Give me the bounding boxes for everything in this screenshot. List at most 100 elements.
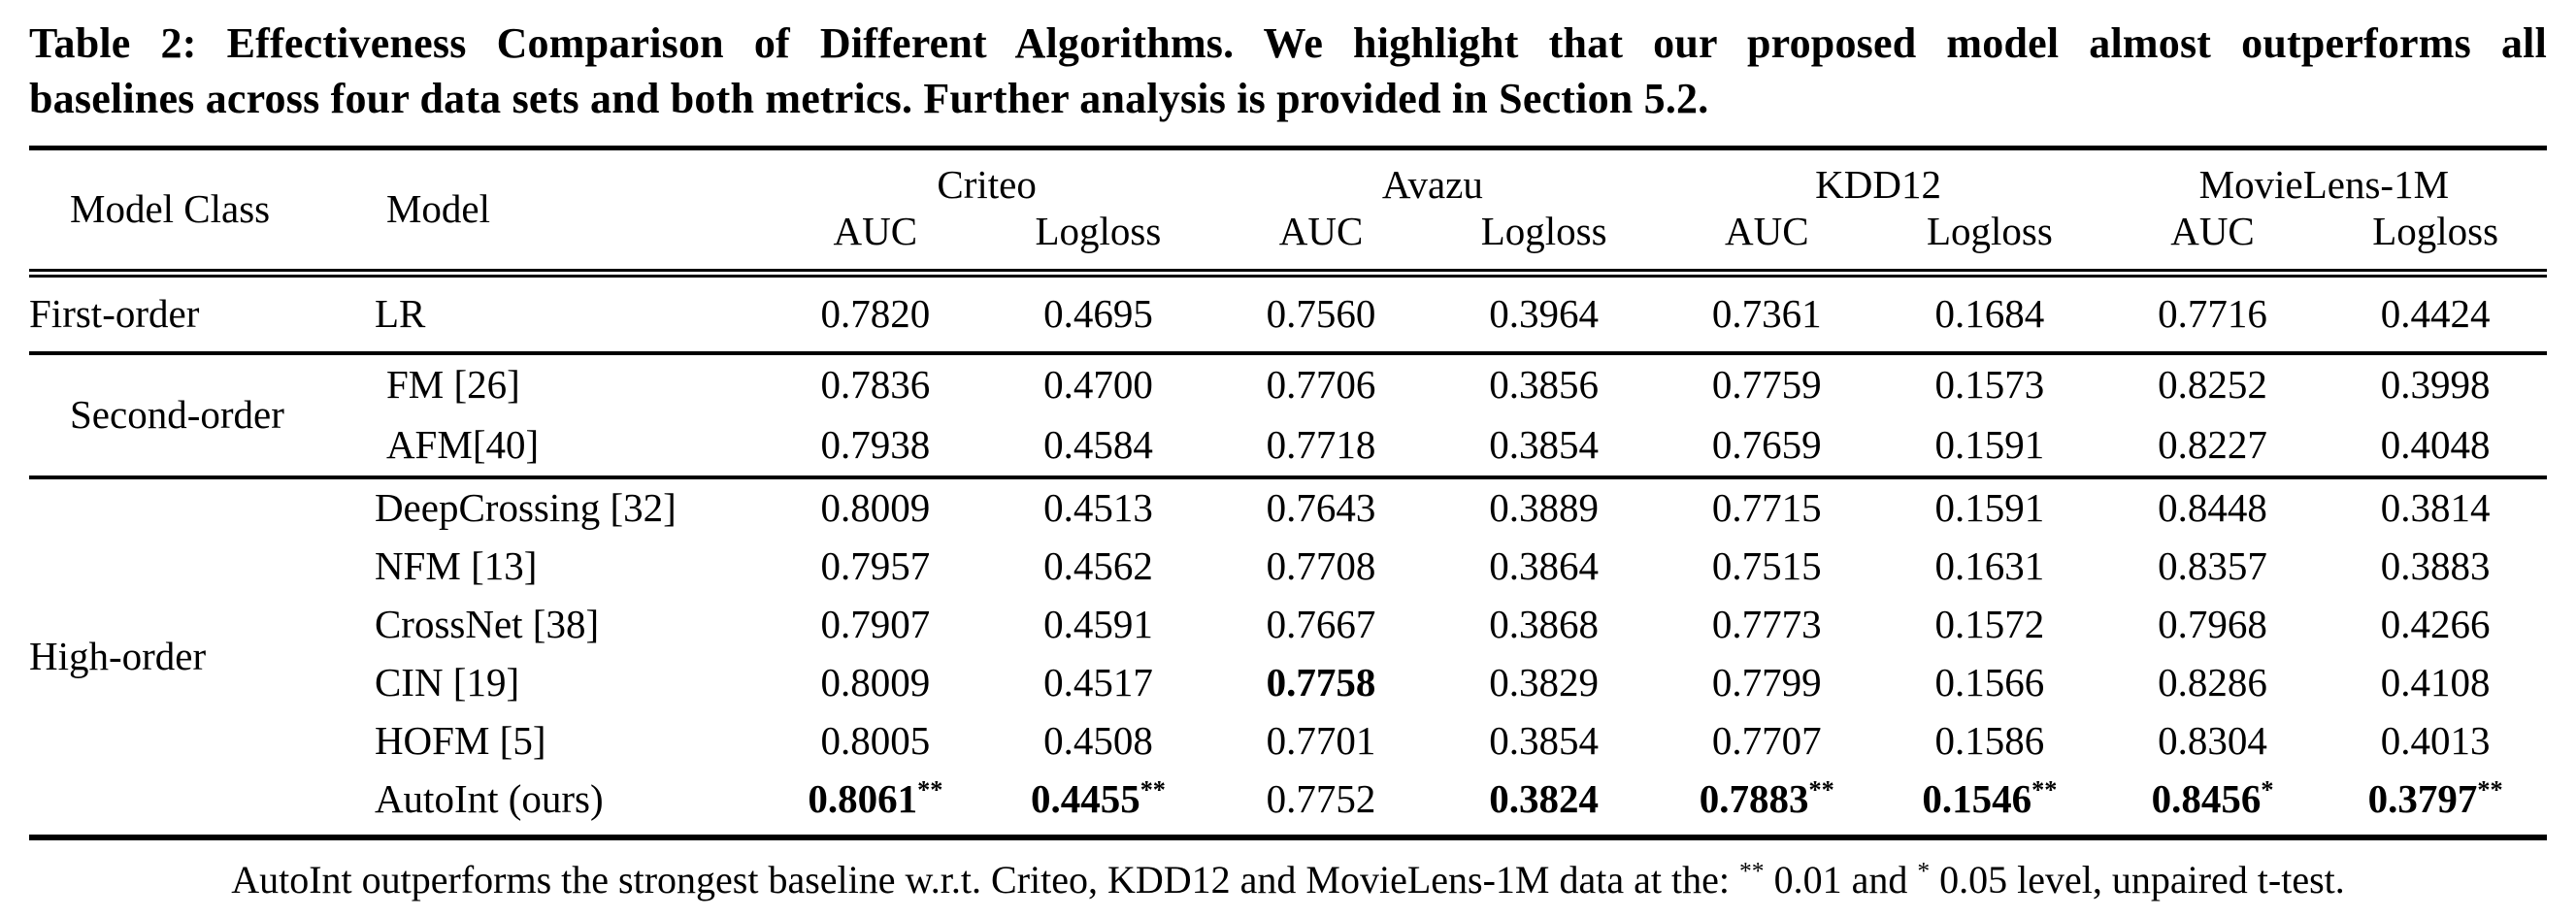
model-class-cell: High-order <box>29 475 375 835</box>
model-class-cell: First-order <box>29 291 200 337</box>
metric-value-cell: 0.8005 <box>820 718 931 764</box>
metric-value-cell: 0.3829 <box>1489 660 1600 705</box>
model-name-cell: NFM [13] <box>374 543 538 589</box>
metric-value-cell: 0.8227 <box>2158 422 2267 468</box>
metric-value-cell: 0.4517 <box>1043 660 1153 705</box>
metric-value-cell-best: 0.1546** <box>1878 770 2101 835</box>
metric-value-cell: 0.3864 <box>1489 543 1600 589</box>
results-table: Model Class Model Criteo Avazu KDD12 Mov… <box>29 146 2547 841</box>
metric-value-cell: 0.3964 <box>1489 291 1600 337</box>
metric-value-cell-best: 0.8456* <box>2101 770 2325 835</box>
metric-value-cell: 0.7361 <box>1711 291 1822 337</box>
metric-value-cell-best: 0.4455** <box>987 770 1210 835</box>
metric-value-cell: 0.8009 <box>820 660 931 705</box>
metric-value-cell: 0.8009 <box>764 475 987 538</box>
metric-value: 0.7883 <box>1699 776 1809 822</box>
caption-line-1: Table 2: Effectiveness Comparison of Dif… <box>29 19 2547 67</box>
metric-header-logloss-kdd12: Logloss <box>1878 209 2101 279</box>
metric-value-cell: 0.8252 <box>2100 351 2325 415</box>
metric-value-cell: 0.8286 <box>2158 660 2267 705</box>
metric-value-cell: 0.7708 <box>1266 543 1376 589</box>
model-class-cell: Second-order <box>29 351 375 475</box>
metric-value-cell: 0.7643 <box>1209 475 1433 538</box>
metric-value: 0.3824 <box>1489 776 1600 822</box>
header-row-datasets: Model Class Model Criteo Avazu KDD12 Mov… <box>29 150 2547 279</box>
section-high-order: High-order DeepCrossing [32] 0.8009 0.45… <box>29 475 2547 835</box>
footnote-text-3: 0.05 level, unpaired t-test. <box>1930 858 2345 902</box>
metric-value-cell: 0.7907 <box>820 602 931 647</box>
metric-value-cell: 0.4266 <box>2380 602 2491 647</box>
metric-value-cell: 0.4700 <box>986 351 1210 415</box>
metric-value-cell: 0.4591 <box>1043 602 1153 647</box>
metric-value-cell: 0.7701 <box>1266 718 1376 764</box>
metric-value-cell: 0.4695 <box>1043 291 1153 337</box>
metric-value-cell: 0.1631 <box>1934 543 2045 589</box>
model-name-cell: CIN [19] <box>374 660 520 705</box>
metric-value-cell: 0.4013 <box>2380 718 2491 764</box>
significance-stars: ** <box>1808 775 1834 804</box>
metric-value-cell-best: 0.7883** <box>1655 770 1878 835</box>
metric-value-cell: 0.8304 <box>2158 718 2267 764</box>
table-row-crossnet: CrossNet [38] 0.7907 0.4591 0.7667 0.386… <box>29 596 2547 654</box>
significance-stars: ** <box>2031 775 2058 804</box>
footnote-text-1: AutoInt outperforms the strongest baseli… <box>231 858 1739 902</box>
model-name-cell: FM [26] <box>374 351 765 415</box>
metric-header-auc-avazu: AUC <box>1209 209 1433 279</box>
column-header-model: Model <box>374 150 765 279</box>
metric-value-cell: 0.7667 <box>1266 602 1376 647</box>
section-first-order: First-order LR 0.7820 0.4695 0.7560 0.39… <box>29 278 2547 351</box>
metric-header-logloss-movielens-1m: Logloss <box>2324 209 2547 279</box>
metric-value-cell: 0.7515 <box>1711 543 1822 589</box>
table-row-lr: First-order LR 0.7820 0.4695 0.7560 0.39… <box>29 278 2547 351</box>
metric-value-cell: 0.1586 <box>1934 718 2045 764</box>
metric-value-cell: 0.3854 <box>1489 422 1600 468</box>
metric-value-cell: 0.3854 <box>1489 718 1600 764</box>
metric-value-cell: 0.4513 <box>986 475 1210 538</box>
metric-value-cell: 0.7706 <box>1209 351 1433 415</box>
model-name-cell: CrossNet [38] <box>374 602 600 647</box>
metric-value-cell: 0.7773 <box>1711 602 1822 647</box>
model-name-cell: AutoInt (ours) <box>374 776 604 822</box>
table-row-fm: Second-order FM [26] 0.7836 0.4700 0.770… <box>29 351 2547 437</box>
model-name-cell: AFM[40] <box>385 422 540 468</box>
dataset-header-criteo: Criteo <box>937 162 1037 208</box>
table-row-autoint: AutoInt (ours) 0.8061** 0.4455** 0.7752 … <box>29 770 2547 835</box>
metric-value-cell: 0.3856 <box>1432 351 1656 415</box>
metric-value-cell: 0.7560 <box>1266 291 1376 337</box>
metric-value-cell: 0.4108 <box>2380 660 2491 705</box>
caption-line-2: baselines across four data sets and both… <box>29 75 1709 123</box>
metric-value-cell-best: 0.3824 <box>1433 770 1656 835</box>
metric-value-cell: 0.1684 <box>1934 291 2045 337</box>
table-row-cin: CIN [19] 0.8009 0.4517 0.7758 0.3829 0.7… <box>29 654 2547 712</box>
metric-value-cell: 0.7716 <box>2158 291 2267 337</box>
metric-header-logloss-avazu: Logloss <box>1432 209 1656 279</box>
metric-value-cell: 0.7799 <box>1711 660 1822 705</box>
metric-header-auc-movielens-1m: AUC <box>2100 209 2325 279</box>
table-row-afm: AFM[40] 0.7938 0.4584 0.7718 0.3854 0.76… <box>29 415 2547 475</box>
model-name-cell: DeepCrossing [32] <box>374 475 765 538</box>
metric-value-cell: 0.1566 <box>1934 660 2045 705</box>
metric-value-cell: 0.3868 <box>1489 602 1600 647</box>
metric-value-cell: 0.4508 <box>1043 718 1153 764</box>
footnote-text-2: 0.01 and <box>1764 858 1918 902</box>
table-row-nfm: NFM [13] 0.7957 0.4562 0.7708 0.3864 0.7… <box>29 538 2547 596</box>
metric-value-cell: 0.7836 <box>764 351 987 415</box>
metric-value-cell: 0.7752 <box>1209 770 1433 835</box>
table-row-hofm: HOFM [5] 0.8005 0.4508 0.7701 0.3854 0.7… <box>29 712 2547 770</box>
metric-value-cell: 0.7968 <box>2158 602 2267 647</box>
model-name-cell: HOFM [5] <box>374 718 546 764</box>
table-row-deepcrossing: High-order DeepCrossing [32] 0.8009 0.45… <box>29 475 2547 678</box>
dataset-header-kdd12: KDD12 <box>1815 162 1941 208</box>
metric-header-auc-criteo: AUC <box>764 209 987 279</box>
metric-value-cell: 0.7759 <box>1655 351 1879 415</box>
metric-value-cell: 0.3889 <box>1432 475 1656 538</box>
metric-value-cell-best: 0.8061** <box>764 770 987 835</box>
significance-stars: ** <box>2477 775 2503 804</box>
metric-value-cell: 0.7659 <box>1711 422 1822 468</box>
metric-value-cell: 0.7957 <box>820 543 931 589</box>
model-name-cell: LR <box>374 291 426 337</box>
significance-stars: * <box>2261 775 2274 804</box>
metric-value-cell: 0.4048 <box>2380 422 2491 468</box>
metric-value-cell: 0.8448 <box>2100 475 2325 538</box>
